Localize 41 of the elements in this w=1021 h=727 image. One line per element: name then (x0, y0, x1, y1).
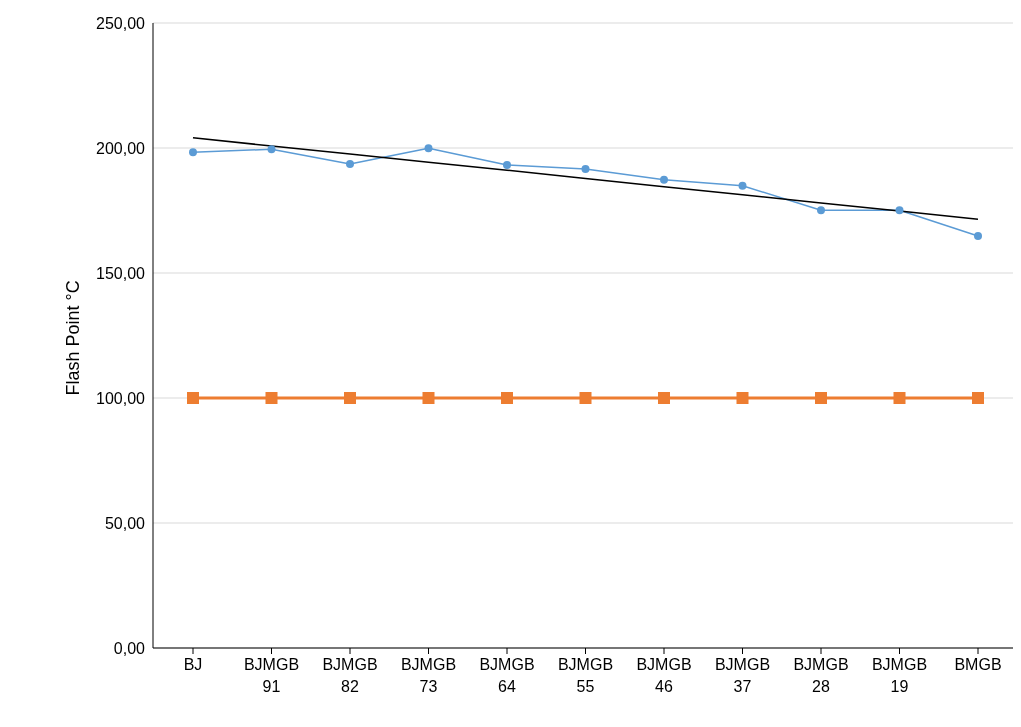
point (501, 392, 513, 404)
x-tick-label: BJMGB 55 (557, 656, 614, 695)
point (344, 392, 356, 404)
y-tick-label: 200,00 (96, 139, 146, 157)
point (187, 392, 199, 404)
y-tick-label: 0,00 (113, 639, 146, 657)
point (581, 165, 590, 173)
point (346, 160, 354, 168)
point (972, 392, 984, 404)
point (815, 392, 827, 404)
point (503, 161, 511, 169)
x-tick-label: BJ (183, 656, 203, 673)
point (265, 392, 278, 404)
point (579, 392, 592, 404)
x-tick-label: BJMGB 46 (636, 656, 692, 695)
y-tick-label: 100,00 (96, 389, 146, 407)
point (895, 206, 904, 215)
x-tick-label: BMGB (954, 656, 1002, 673)
x-tick-label: BJMGB 64 (479, 656, 535, 695)
x-tick-label: BJMGB 91 (243, 656, 300, 695)
y-tick-label: 50,00 (104, 514, 146, 532)
point (424, 144, 433, 153)
y-tick-label: 150,00 (96, 264, 146, 282)
point (738, 181, 747, 190)
point (189, 148, 197, 157)
x-tick-label: BJMGB 37 (714, 656, 771, 695)
point (658, 392, 670, 404)
y-tick-label: 250,00 (96, 14, 146, 32)
point (817, 206, 825, 215)
x-tick-label: BJMGB 19 (871, 656, 928, 695)
x-tick-label: BJMGB 28 (793, 656, 849, 695)
x-tick-label: BJMGB 73 (400, 656, 457, 695)
point (267, 145, 276, 154)
point (660, 175, 668, 184)
point (736, 392, 749, 404)
point (974, 232, 982, 240)
x-tick-label: BJMGB 82 (322, 656, 378, 695)
y-axis-title: Flash Point °C (63, 280, 84, 396)
point (422, 392, 435, 404)
line-series (192, 137, 979, 220)
point (893, 392, 906, 404)
